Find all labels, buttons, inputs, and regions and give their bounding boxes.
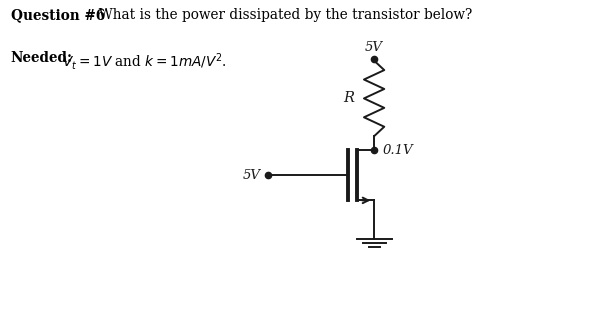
Text: $V_t = 1V$ and $k = 1mA/V^2$.: $V_t = 1V$ and $k = 1mA/V^2$. <box>58 51 227 72</box>
Text: 5V: 5V <box>243 169 261 182</box>
Text: What is the power dissipated by the transistor below?: What is the power dissipated by the tran… <box>90 8 472 22</box>
Text: Question #6: Question #6 <box>11 8 105 22</box>
Text: 5V: 5V <box>365 41 383 54</box>
Text: Needed:: Needed: <box>11 51 73 65</box>
Text: 0.1V: 0.1V <box>383 144 413 157</box>
Text: R: R <box>343 92 354 105</box>
